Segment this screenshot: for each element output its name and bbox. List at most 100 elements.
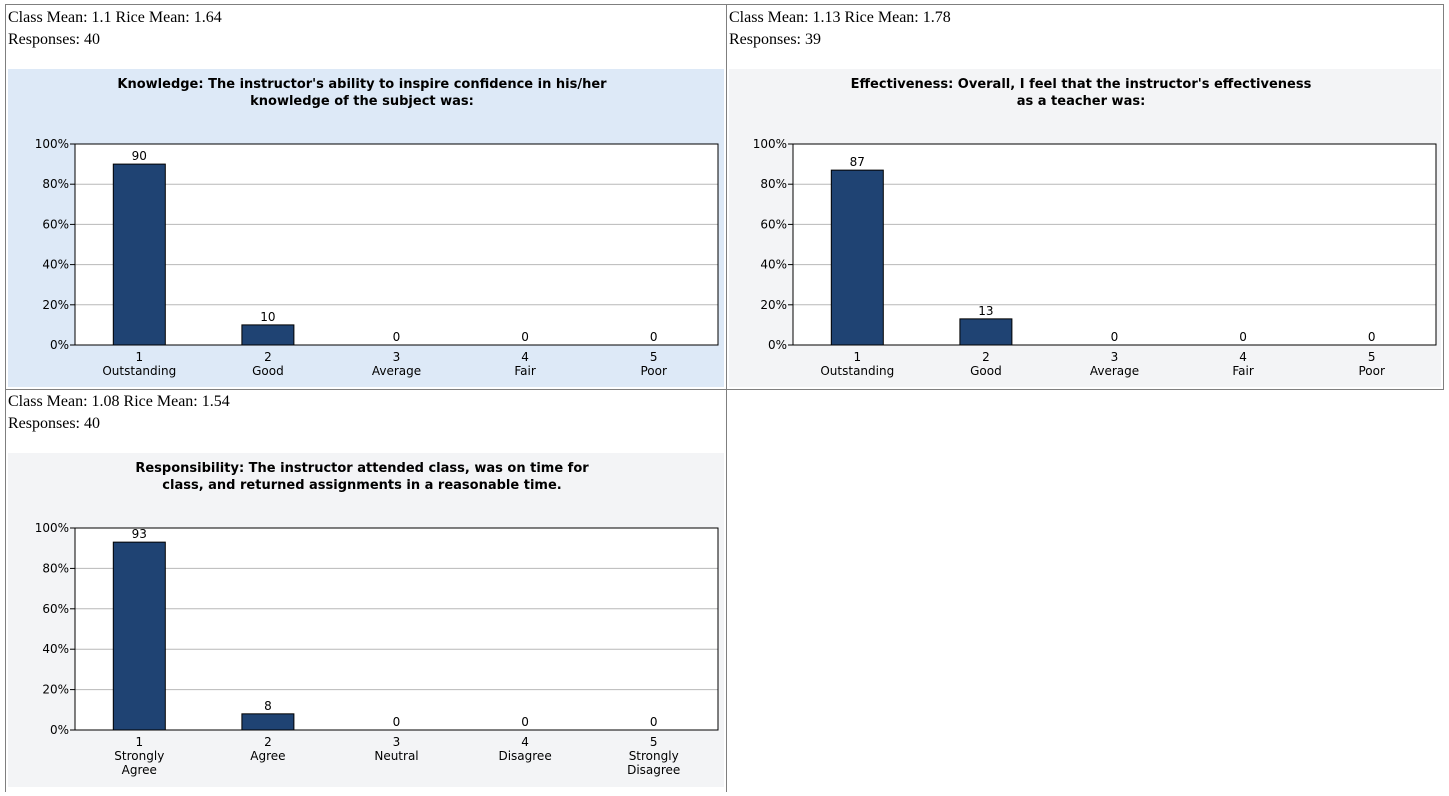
x-tick-label: Strongly [629,749,679,763]
y-tick-label: 80% [42,177,69,191]
chart-svg: Effectiveness: Overall, I feel that the … [753,77,1437,378]
x-tick-label: Disagree [498,749,551,763]
x-tick-label: 3 [393,350,401,364]
chart-title: class, and returned assignments in a rea… [162,478,561,493]
x-tick-label: 1 [135,735,143,749]
y-tick-label: 0% [50,723,69,737]
data-label: 0 [650,330,658,344]
x-tick-label: Average [372,364,421,378]
x-tick-label: Outstanding [102,364,176,378]
x-tick-label: Agree [122,763,157,777]
plot-border [74,143,719,346]
x-tick-label: Good [252,364,284,378]
chart-title: as a teacher was: [1017,94,1146,109]
y-tick-label: 0% [768,338,787,352]
data-label: 87 [850,155,865,169]
plot-area [75,144,718,345]
data-label: 13 [978,304,993,318]
evaluation-cell-knowledge: Class Mean: 1.1 Rice Mean: 1.64 Response… [5,4,727,390]
stats-block: Class Mean: 1.1 Rice Mean: 1.64 Response… [8,7,222,51]
bar [112,163,166,346]
x-tick-label: Poor [640,364,666,378]
x-tick-label: 4 [1239,350,1247,364]
data-label: 8 [264,699,272,713]
y-tick-label: 0% [50,338,69,352]
data-label: 10 [260,310,275,324]
x-tick-label: 2 [982,350,990,364]
x-tick-label: Neutral [374,749,418,763]
bar [959,318,1013,346]
x-tick-label: Strongly [114,749,164,763]
chart-title: Knowledge: The instructor's ability to i… [117,77,607,92]
x-tick-label: 2 [264,735,272,749]
knowledge-bar-chart: Knowledge: The instructor's ability to i… [8,69,724,387]
evaluation-cell-responsibility: Class Mean: 1.08 Rice Mean: 1.54 Respons… [5,389,727,792]
y-tick-label: 80% [42,561,69,575]
data-label: 0 [521,715,529,729]
class-mean-text: Class Mean: 1.1 Rice Mean: 1.64 [8,9,222,26]
plot-border [792,143,1437,346]
bar [112,541,166,731]
y-tick-label: 40% [760,258,787,272]
x-tick-label: Average [1090,364,1139,378]
x-tick-label: 3 [393,735,401,749]
x-tick-label: 1 [853,350,861,364]
class-mean-text: Class Mean: 1.08 Rice Mean: 1.54 [8,393,230,410]
x-tick-label: 5 [650,735,658,749]
y-tick-label: 60% [760,217,787,231]
x-tick-label: 4 [521,735,529,749]
x-tick-label: Fair [1232,364,1253,378]
plot-border [74,527,719,731]
x-tick-label: Disagree [627,763,680,777]
y-tick-label: 20% [42,298,69,312]
x-tick-label: 4 [521,350,529,364]
y-tick-label: 100% [35,137,69,151]
class-mean-text: Class Mean: 1.13 Rice Mean: 1.78 [729,9,951,26]
x-tick-label: 3 [1111,350,1119,364]
x-tick-label: Poor [1358,364,1384,378]
x-tick-label: Outstanding [820,364,894,378]
data-label: 0 [1239,330,1247,344]
data-label: 0 [393,715,401,729]
bar [241,713,295,731]
x-tick-label: 5 [1368,350,1376,364]
data-label: 90 [132,149,147,163]
responses-text: Responses: 39 [729,31,821,48]
plot-area [75,528,718,730]
data-label: 93 [132,527,147,541]
x-tick-label: 1 [135,350,143,364]
data-label: 0 [1368,330,1376,344]
responses-text: Responses: 40 [8,31,100,48]
data-label: 0 [393,330,401,344]
y-tick-label: 80% [760,177,787,191]
x-tick-label: Fair [514,364,535,378]
y-tick-label: 60% [42,602,69,616]
x-tick-label: 2 [264,350,272,364]
y-tick-label: 40% [42,258,69,272]
x-tick-label: Good [970,364,1002,378]
bar [830,169,884,346]
y-tick-label: 20% [760,298,787,312]
stats-block: Class Mean: 1.13 Rice Mean: 1.78 Respons… [729,7,951,51]
chart-svg: Responsibility: The instructor attended … [35,461,719,777]
data-label: 0 [650,715,658,729]
chart-title: Effectiveness: Overall, I feel that the … [851,77,1312,92]
y-tick-label: 40% [42,642,69,656]
responses-text: Responses: 40 [8,415,100,432]
effectiveness-bar-chart: Effectiveness: Overall, I feel that the … [729,69,1441,387]
data-label: 0 [521,330,529,344]
chart-title: Responsibility: The instructor attended … [135,461,589,476]
chart-title: knowledge of the subject was: [250,94,474,109]
evaluation-cell-effectiveness: Class Mean: 1.13 Rice Mean: 1.78 Respons… [727,4,1444,390]
x-tick-label: 5 [650,350,658,364]
y-tick-label: 60% [42,217,69,231]
bar [241,324,295,346]
y-tick-label: 100% [35,521,69,535]
chart-svg: Knowledge: The instructor's ability to i… [35,77,719,378]
y-tick-label: 100% [753,137,787,151]
responsibility-bar-chart: Responsibility: The instructor attended … [8,453,724,787]
x-tick-label: Agree [250,749,285,763]
stats-block: Class Mean: 1.08 Rice Mean: 1.54 Respons… [8,391,230,435]
data-label: 0 [1111,330,1119,344]
plot-area [793,144,1436,345]
